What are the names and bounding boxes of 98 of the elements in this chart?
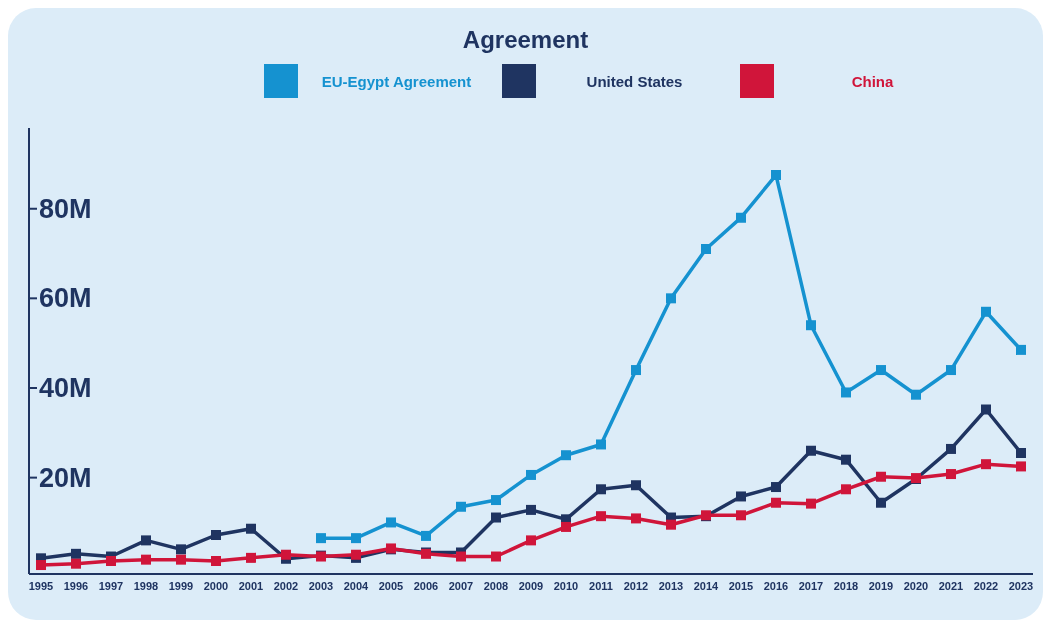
point bbox=[771, 170, 781, 181]
x-tick-label: 2014 bbox=[693, 579, 720, 592]
x-tick-label: 2020 bbox=[903, 579, 929, 592]
point bbox=[491, 551, 501, 562]
point bbox=[561, 521, 571, 532]
x-tick-label: 1999 bbox=[168, 579, 194, 592]
point bbox=[596, 511, 606, 522]
point bbox=[876, 365, 886, 376]
point bbox=[456, 551, 466, 562]
point bbox=[106, 556, 116, 566]
x-tick-label: 2007 bbox=[448, 579, 474, 592]
point bbox=[141, 554, 151, 565]
x-tick-label: 2001 bbox=[238, 579, 264, 592]
x-tick-label: 2017 bbox=[798, 579, 824, 592]
chart-title: Agreement bbox=[461, 25, 590, 54]
point bbox=[71, 558, 81, 569]
x-tick-label: 2005 bbox=[378, 579, 404, 592]
point bbox=[911, 389, 921, 400]
point bbox=[841, 387, 851, 398]
point bbox=[36, 560, 46, 571]
text: China bbox=[850, 72, 895, 90]
point bbox=[351, 533, 361, 544]
point bbox=[281, 549, 291, 560]
point bbox=[246, 523, 256, 534]
x-tick-label: 2019 bbox=[868, 579, 894, 592]
x-tick-label: 2021 bbox=[938, 579, 964, 592]
x-tick-label: 1995 bbox=[28, 579, 54, 592]
point bbox=[946, 443, 956, 454]
x-tick-label: 2003 bbox=[308, 579, 334, 592]
point bbox=[666, 293, 676, 304]
point bbox=[841, 484, 851, 495]
point bbox=[876, 471, 886, 482]
point bbox=[736, 212, 746, 223]
point bbox=[491, 495, 501, 506]
legend-label: EU-Egypt Agreement bbox=[320, 72, 473, 90]
x-tick-label: 1998 bbox=[133, 579, 159, 592]
x-tick-label: 2009 bbox=[518, 579, 544, 592]
point bbox=[456, 501, 466, 512]
point bbox=[596, 484, 606, 495]
x-tick-label: 2000 bbox=[203, 579, 229, 592]
point bbox=[526, 469, 536, 480]
x-tick-label: 2002 bbox=[273, 579, 299, 592]
x-tick-label: 2022 bbox=[973, 579, 999, 592]
point bbox=[736, 491, 746, 502]
point bbox=[71, 548, 81, 559]
point bbox=[176, 544, 186, 555]
x-tick-label: 2004 bbox=[343, 579, 370, 592]
x-tick-label: 2008 bbox=[483, 579, 509, 592]
point bbox=[176, 554, 186, 565]
point bbox=[316, 533, 326, 544]
y-tick-label: 20M bbox=[39, 462, 92, 493]
point bbox=[561, 450, 571, 461]
point bbox=[946, 469, 956, 480]
point bbox=[946, 365, 956, 376]
point bbox=[1016, 447, 1026, 458]
point bbox=[771, 497, 781, 508]
text: United States bbox=[585, 72, 684, 90]
point bbox=[141, 535, 151, 546]
point bbox=[876, 497, 886, 508]
point bbox=[631, 365, 641, 376]
point bbox=[211, 556, 221, 566]
x-tick-label: 2012 bbox=[623, 579, 649, 592]
point bbox=[981, 306, 991, 317]
point bbox=[491, 512, 501, 523]
x-tick-label: 2011 bbox=[589, 579, 613, 592]
y-tick-label: 80M bbox=[39, 193, 92, 224]
point bbox=[981, 459, 991, 470]
point bbox=[806, 445, 816, 456]
point bbox=[526, 535, 536, 546]
point bbox=[806, 320, 816, 331]
x-tick-label: 2018 bbox=[833, 579, 859, 592]
point bbox=[981, 404, 991, 415]
x-tick-label: 2015 bbox=[728, 579, 754, 592]
y-tick-label: 60M bbox=[39, 283, 92, 314]
point bbox=[736, 510, 746, 521]
x-tick-label: 2016 bbox=[763, 579, 789, 592]
x-tick-label: 2023 bbox=[1008, 579, 1034, 592]
point bbox=[666, 519, 676, 530]
point bbox=[701, 244, 711, 255]
point bbox=[386, 517, 396, 528]
point bbox=[631, 513, 641, 524]
point bbox=[841, 454, 851, 465]
point bbox=[211, 530, 221, 540]
y-tick-label: 40M bbox=[39, 372, 92, 403]
x-tick-label: 2006 bbox=[413, 579, 439, 592]
point bbox=[771, 482, 781, 493]
point bbox=[1016, 461, 1026, 472]
point bbox=[806, 498, 816, 509]
x-tick-label: 1997 bbox=[98, 579, 124, 592]
point bbox=[596, 439, 606, 450]
point bbox=[421, 530, 431, 541]
point bbox=[1016, 344, 1026, 355]
point bbox=[631, 480, 641, 491]
x-tick-label: 2010 bbox=[553, 579, 579, 592]
x-tick-label: 2013 bbox=[658, 579, 684, 592]
x-tick-label: 1996 bbox=[63, 579, 89, 592]
point bbox=[526, 504, 536, 515]
point bbox=[246, 552, 256, 563]
